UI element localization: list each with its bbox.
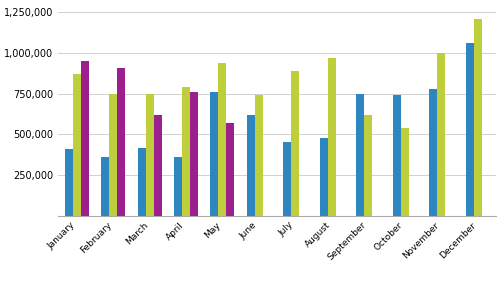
Bar [72,74,80,216]
Bar [226,123,234,216]
Bar [255,95,263,216]
Bar [320,138,328,216]
Bar [154,115,162,216]
Bar [174,157,182,216]
Bar [400,128,408,216]
Bar [182,87,190,216]
Bar [466,43,473,216]
Bar [356,94,364,216]
Bar [117,67,125,216]
Bar [101,157,109,216]
Bar [146,94,154,216]
Bar [210,92,218,216]
Bar [328,58,336,216]
Bar [138,148,145,216]
Bar [247,115,255,216]
Bar [392,95,400,216]
Bar [474,19,482,216]
Bar [284,142,292,216]
Bar [437,53,445,216]
Bar [190,92,198,216]
Bar [64,149,72,216]
Bar [109,94,117,216]
Bar [364,115,372,216]
Bar [218,63,226,216]
Bar [80,61,88,216]
Bar [292,71,300,216]
Bar [429,89,437,216]
